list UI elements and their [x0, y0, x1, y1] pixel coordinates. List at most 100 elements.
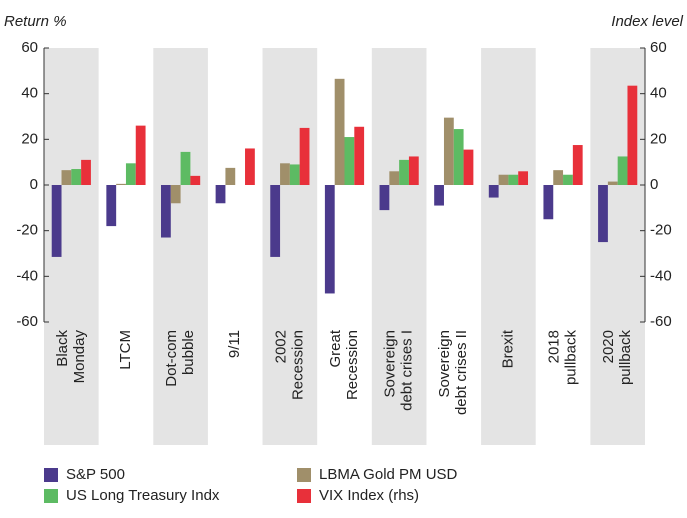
- bar: [518, 171, 529, 185]
- bar: [280, 163, 290, 185]
- y-tick-label: 0: [30, 176, 38, 193]
- y2-tick-label: 20: [650, 130, 667, 147]
- x-tick-label-line: Monday: [71, 330, 88, 384]
- bar: [81, 159, 91, 185]
- y-tick-label: 40: [21, 85, 38, 102]
- x-tick-label-line: 2018: [546, 330, 563, 363]
- y2-tick-label: -40: [650, 267, 672, 284]
- bar: [125, 163, 136, 185]
- bar: [190, 175, 201, 185]
- x-tick-label-line: 2002: [272, 330, 289, 363]
- bar: [563, 174, 573, 185]
- x-tick-label-line: Great: [327, 329, 344, 367]
- x-tick-label: 2020 pullback: [600, 330, 634, 386]
- y-tick-label: -40: [16, 267, 38, 284]
- bar: [61, 170, 72, 185]
- x-tick-label-line: LTCM: [117, 330, 134, 370]
- y-tick-label: 20: [21, 130, 38, 147]
- bar: [572, 145, 583, 185]
- legend-label: US Long Treasury Indx: [66, 487, 220, 504]
- legend-swatch: [44, 489, 58, 503]
- bar: [617, 156, 628, 185]
- bar: [215, 185, 226, 204]
- legend-swatch: [44, 468, 58, 482]
- x-tick-label-line: 2020: [600, 330, 617, 363]
- x-tick-label: 9/11: [226, 330, 243, 358]
- bar: [379, 185, 390, 211]
- x-tick-label-line: Recession: [344, 330, 361, 400]
- bar: [627, 85, 638, 185]
- x-tick-label: Sovereign debt crises II: [436, 330, 470, 415]
- x-tick-label-line: Recession: [289, 330, 306, 400]
- y-axis-title: Return %: [4, 13, 67, 30]
- x-tick-label-line: 9/11: [226, 330, 243, 358]
- x-tick-label: Great Recession: [327, 329, 361, 400]
- x-tick-label-line: Brexit: [499, 329, 516, 368]
- bar: [71, 169, 82, 185]
- bar: [498, 174, 509, 185]
- x-tick-label-line: bubble: [180, 330, 197, 375]
- x-tick-label: Black Monday: [54, 330, 88, 384]
- x-tick-label-line: Black: [54, 330, 71, 367]
- bar: [245, 148, 255, 185]
- bar: [543, 185, 554, 220]
- legend-swatch: [297, 468, 311, 482]
- bar: [434, 185, 444, 206]
- bar: [408, 156, 419, 185]
- bar: [389, 171, 400, 185]
- bar: [334, 78, 345, 185]
- bar: [51, 185, 62, 257]
- legend-label: VIX Index (rhs): [319, 487, 419, 504]
- bar: [106, 185, 117, 227]
- x-tick-label-line: Dot-com: [163, 330, 180, 387]
- bar: [180, 151, 191, 185]
- bar: [453, 129, 464, 185]
- legend-swatch: [297, 489, 311, 503]
- legend-label: S&P 500: [66, 466, 125, 483]
- bar: [324, 185, 335, 294]
- bar: [160, 185, 171, 238]
- bar: [443, 117, 454, 185]
- y2-tick-label: -60: [650, 313, 672, 330]
- band-shade: [481, 48, 536, 445]
- x-tick-label: Brexit: [499, 329, 516, 368]
- bar: [135, 125, 146, 185]
- band-shade: [371, 48, 427, 445]
- x-tick-label-line: pullback: [563, 330, 580, 386]
- y2-tick-label: 40: [650, 85, 667, 102]
- bar: [225, 167, 236, 185]
- bar: [607, 181, 618, 185]
- bar: [289, 164, 300, 185]
- bar: [399, 159, 409, 185]
- x-tick-label-line: Sovereign: [382, 330, 399, 398]
- bar: [299, 127, 310, 185]
- y2-tick-label: 60: [650, 39, 667, 56]
- y2-tick-label: -20: [650, 222, 672, 239]
- x-tick-label-line: pullback: [617, 330, 634, 386]
- bar: [344, 137, 355, 185]
- y-tick-label: 60: [21, 39, 38, 56]
- legend-label: LBMA Gold PM USD: [319, 466, 458, 483]
- x-tick-label-line: debt crises I: [399, 330, 416, 411]
- bar: [553, 170, 564, 185]
- bar: [598, 185, 608, 243]
- x-tick-label-line: debt crises II: [453, 330, 470, 415]
- bar: [116, 183, 126, 185]
- bar: [508, 174, 519, 185]
- bar: [488, 185, 499, 198]
- x-tick-label: Dot-com bubble: [163, 330, 197, 387]
- y-tick-label: -20: [16, 222, 38, 239]
- x-tick-label: 2002 Recession: [272, 330, 306, 400]
- y2-tick-label: 0: [650, 176, 658, 193]
- y2-axis-title: Index level: [611, 13, 683, 30]
- band-shade: [153, 48, 208, 445]
- x-tick-label: 2018 pullback: [546, 330, 580, 386]
- x-tick-label: Sovereign debt crises I: [382, 330, 416, 411]
- y-tick-label: -60: [16, 313, 38, 330]
- bar: [463, 149, 474, 185]
- bar: [354, 126, 365, 185]
- bar: [170, 185, 181, 204]
- x-tick-label-line: Sovereign: [436, 330, 453, 398]
- bar: [270, 185, 281, 257]
